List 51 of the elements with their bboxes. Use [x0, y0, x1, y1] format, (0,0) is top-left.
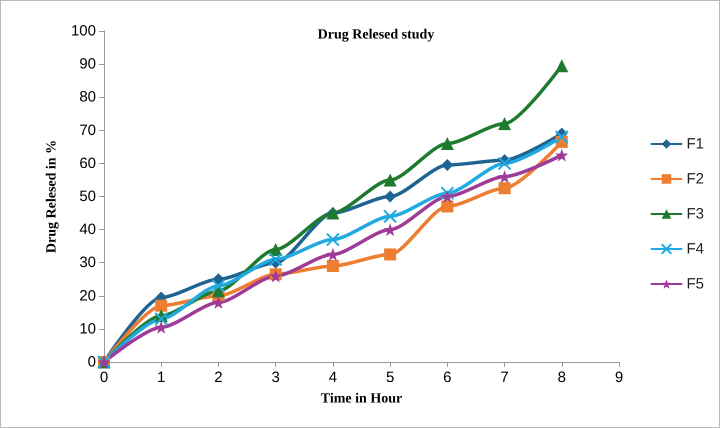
point [326, 260, 339, 272]
point [154, 312, 168, 326]
y-tick-label: 90 [79, 56, 96, 73]
point [441, 200, 454, 212]
point [268, 252, 283, 266]
x-tick-label: 7 [500, 369, 509, 386]
x-tick-label: 0 [100, 369, 108, 386]
point [155, 300, 168, 312]
point [498, 182, 511, 194]
point [498, 117, 512, 130]
legend-label: F5 [686, 276, 704, 292]
point [554, 130, 569, 144]
y-tick-label: 60 [79, 154, 96, 172]
legend-label: F4 [686, 240, 704, 258]
x-tick-label: 6 [443, 369, 452, 386]
x-tick-label: 1 [157, 369, 166, 386]
point [212, 296, 225, 309]
y-tick-label: 50 [79, 188, 96, 205]
legend-label: F2 [686, 170, 704, 188]
point [555, 148, 568, 162]
y-tick-label: 20 [79, 287, 96, 304]
y-axis-title: Drug Relesed in % [44, 140, 60, 254]
point [383, 209, 398, 224]
point [384, 248, 396, 260]
y-tick-label: 30 [79, 254, 96, 272]
point [440, 186, 454, 200]
legend-label: F3 [686, 206, 704, 222]
x-tick-label: 3 [271, 369, 280, 386]
x-tick-label: 2 [214, 369, 223, 386]
point [384, 190, 396, 202]
point [440, 190, 454, 203]
point [555, 59, 568, 72]
point [441, 159, 454, 172]
y-tick-label: 100 [70, 22, 96, 40]
y-tick-label: 10 [79, 320, 96, 338]
x-tick-label: 9 [614, 369, 624, 386]
y-tick-label: 80 [79, 88, 96, 106]
legend-label: F1 [686, 136, 704, 152]
x-tick-label: 8 [558, 369, 566, 386]
y-tick-label: 0 [88, 354, 96, 370]
y-tick-label: 70 [79, 122, 96, 139]
point [498, 156, 512, 170]
point [211, 278, 226, 293]
point [440, 137, 454, 150]
point [384, 173, 397, 186]
point [326, 232, 340, 247]
x-tick-label: 5 [386, 369, 394, 386]
y-tick-label: 40 [79, 221, 96, 238]
chart-title: Drug Relesed study [318, 28, 434, 42]
x-axis-title: Time in Hour [320, 392, 402, 406]
x-tick-label: 4 [328, 369, 338, 386]
